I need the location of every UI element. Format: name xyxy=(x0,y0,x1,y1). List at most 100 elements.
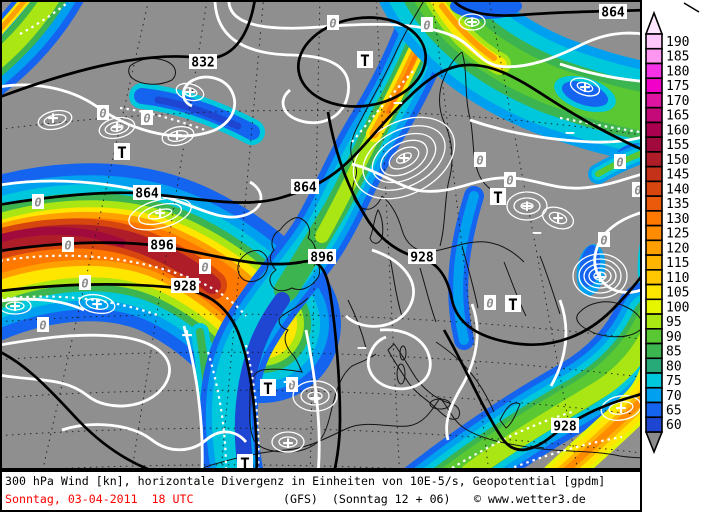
plus-marker: + xyxy=(310,388,321,409)
legend-value: 115 xyxy=(666,256,689,271)
zero-label: 0 xyxy=(506,174,513,188)
low-marker-T: T xyxy=(360,51,370,70)
legend-cell xyxy=(645,386,663,404)
zero-label: 0 xyxy=(64,239,71,253)
geopotential-label: 896 xyxy=(150,239,174,254)
low-marker-T: T xyxy=(508,295,518,314)
legend-cell xyxy=(645,121,663,138)
low-marker-box xyxy=(260,379,276,396)
legend-value: 120 xyxy=(666,241,689,256)
plus-marker: + xyxy=(172,125,183,146)
legend-value: 190 xyxy=(666,35,689,50)
legend-cell xyxy=(645,195,663,212)
geopotential-label-box xyxy=(133,185,161,200)
legend-value: 105 xyxy=(666,286,689,301)
legend-value: 65 xyxy=(666,404,682,419)
legend-cell xyxy=(645,47,663,65)
legend-cell xyxy=(645,151,663,168)
zero-label-box xyxy=(97,105,109,120)
low-marker-T: T xyxy=(117,143,127,162)
wind-speed-bands xyxy=(2,2,640,468)
minus-marker: − xyxy=(565,123,575,142)
low-marker-T: T xyxy=(240,454,250,473)
legend-cell xyxy=(645,62,663,80)
zero-label-box xyxy=(474,152,486,167)
legend-value: 180 xyxy=(666,64,689,79)
divergence-dotted-contours xyxy=(2,2,640,468)
legend-value: 145 xyxy=(666,168,689,183)
geopotential-contours xyxy=(2,2,640,468)
legend-value: 155 xyxy=(666,138,689,153)
zero-label: 0 xyxy=(476,154,483,168)
geopotential-label-box xyxy=(551,418,579,433)
plus-marker: + xyxy=(553,208,564,229)
legend-value: 130 xyxy=(666,212,689,227)
plus-marker: + xyxy=(467,12,478,33)
zero-label-box xyxy=(141,110,153,125)
low-marker-box xyxy=(357,51,373,68)
legend-value: 175 xyxy=(666,79,689,94)
legend-cell xyxy=(645,357,663,374)
plus-marker: + xyxy=(182,325,193,346)
caption-credit: © www.wetter3.de xyxy=(474,492,586,506)
divergence-contours xyxy=(2,2,640,468)
legend-cell xyxy=(645,180,663,197)
geopotential-label: 832 xyxy=(191,56,214,71)
plus-marker: + xyxy=(616,398,627,419)
plus-marker: + xyxy=(580,77,591,98)
geopotential-label-box xyxy=(189,54,217,69)
geopotential-label-box xyxy=(291,179,319,194)
legend-cell xyxy=(645,239,663,256)
legend-value: 95 xyxy=(666,315,682,330)
plus-marker: + xyxy=(10,296,21,317)
plus-marker: + xyxy=(112,117,123,138)
low-marker-box xyxy=(490,188,506,205)
caption-datetime: Sonntag, 03-04-2011 18 UTC xyxy=(5,492,194,506)
minus-marker: − xyxy=(357,338,367,357)
plus-marker: + xyxy=(522,196,533,217)
legend-cell xyxy=(645,372,663,389)
plus-marker: + xyxy=(399,148,410,169)
zero-label: 0 xyxy=(423,19,430,33)
geopotential-label: 864 xyxy=(293,181,317,196)
zero-label: 0 xyxy=(600,234,607,248)
plus-marker: + xyxy=(595,267,606,288)
zero-label: 0 xyxy=(634,184,641,198)
caption-box xyxy=(0,470,642,512)
legend-cell xyxy=(645,33,663,50)
geopotential-label-box xyxy=(408,249,436,264)
geopotential-label: 928 xyxy=(173,280,197,295)
divergence-plus-markers: + + + + + + + + + + + + + + + + + xyxy=(10,12,627,454)
map-border xyxy=(0,0,642,470)
zero-label-box xyxy=(62,237,74,252)
legend-cell xyxy=(645,313,663,330)
geopotential-labels: 832 864 864 864 896 896 928 928 928 xyxy=(133,4,627,435)
zero-label-box xyxy=(614,154,626,169)
minus-marker: − xyxy=(393,93,403,112)
low-marker-box xyxy=(505,295,521,312)
zero-label: 0 xyxy=(143,112,150,126)
zero-label: 0 xyxy=(201,261,208,275)
legend-cell xyxy=(645,210,663,227)
legend-value: 80 xyxy=(666,359,682,374)
low-marker-box xyxy=(114,143,130,160)
minus-marker: − xyxy=(532,223,542,242)
zero-label-box xyxy=(504,172,516,187)
zero-label: 0 xyxy=(81,277,88,291)
legend-value: 100 xyxy=(666,300,689,315)
legend-value: 170 xyxy=(666,94,689,109)
zero-label-box xyxy=(598,232,610,247)
legend-value: 160 xyxy=(666,123,689,138)
wind-speed-legend: 1901851801751701651601551501451401351301… xyxy=(644,10,689,455)
zero-label: 0 xyxy=(34,196,41,210)
legend-value: 125 xyxy=(666,227,689,242)
geopotential-label-box xyxy=(148,237,176,252)
zero-label: 0 xyxy=(486,297,493,311)
low-marker-T: T xyxy=(263,379,273,398)
low-marker-box xyxy=(237,454,253,468)
zero-label: 0 xyxy=(99,107,106,121)
legend-value: 60 xyxy=(666,418,682,433)
legend-cell xyxy=(645,269,663,286)
zero-label-box xyxy=(286,377,298,392)
